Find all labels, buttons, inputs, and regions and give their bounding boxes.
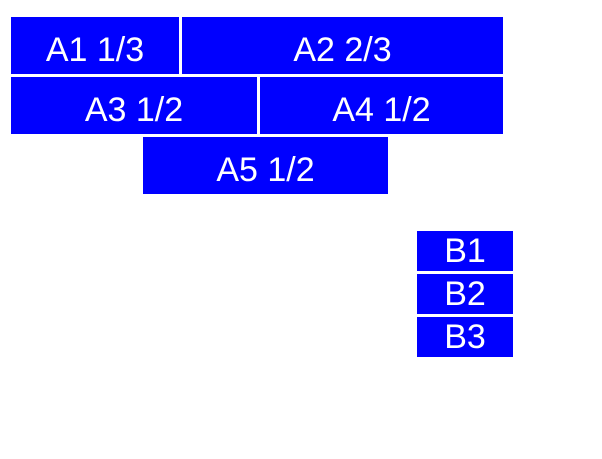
box-a3: A3 1/2: [11, 77, 257, 134]
box-b2: B2: [417, 274, 513, 314]
box-b1: B1: [417, 231, 513, 271]
box-b3: B3: [417, 317, 513, 357]
box-a1: A1 1/3: [11, 17, 179, 74]
box-a5: A5 1/2: [143, 137, 388, 194]
box-a4: A4 1/2: [260, 77, 503, 134]
box-a2: A2 2/3: [182, 17, 503, 74]
